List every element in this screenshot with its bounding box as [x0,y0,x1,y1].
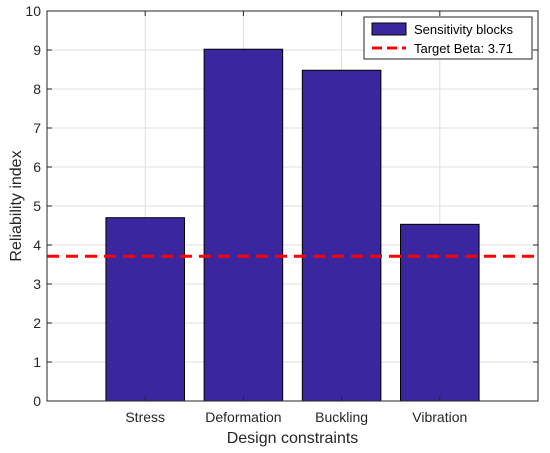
x-tick-label: Stress [125,409,165,425]
y-tick-label: 6 [33,159,41,175]
x-tick-label: Vibration [412,409,467,425]
x-tick-label: Deformation [205,409,281,425]
legend-swatch-bars [371,22,407,36]
y-tick-label: 2 [33,315,41,331]
bar [400,223,480,402]
bar [203,48,284,402]
y-axis-ticks: 0 1 2 3 4 5 6 7 8 9 10 [25,3,538,409]
y-tick-label: 5 [33,198,41,214]
x-tick-label: Buckling [315,409,368,425]
x-axis-label: Design constraints [227,430,359,447]
bar [105,217,185,402]
legend-label-target: Target Beta: 3.71 [414,41,513,56]
y-axis-label: Reliability index [8,150,25,261]
y-tick-label: 7 [33,120,41,136]
y-tick-label: 3 [33,276,41,292]
y-tick-label: 1 [33,354,41,370]
y-tick-label: 4 [33,237,41,253]
legend: Sensitivity blocks Target Beta: 3.71 [363,16,533,60]
y-tick-label: 0 [33,393,41,409]
bars [105,48,480,402]
bar [301,69,382,402]
legend-label-bars: Sensitivity blocks [414,22,513,37]
y-tick-label: 10 [25,3,41,19]
x-axis-ticks: Stress Deformation Buckling Vibration [125,11,467,425]
y-tick-label: 8 [33,81,41,97]
y-tick-label: 9 [33,42,41,58]
